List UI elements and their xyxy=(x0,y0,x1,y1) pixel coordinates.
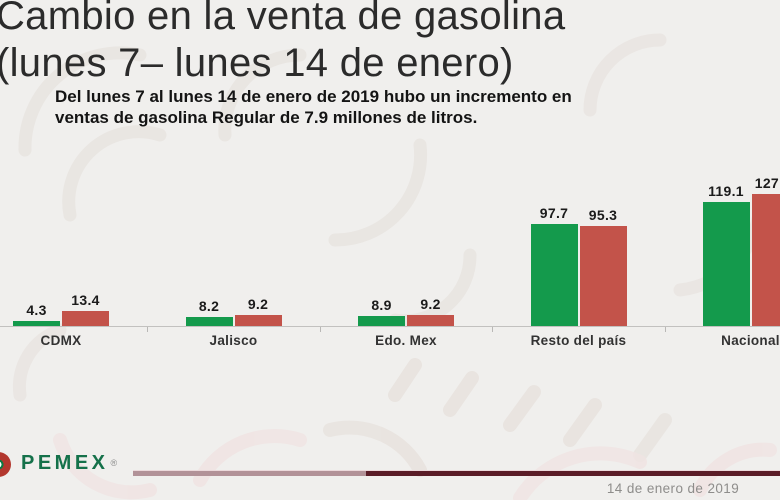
value-label-lunes-7-nacional: 119.1 xyxy=(708,183,744,199)
axis-tick xyxy=(320,327,321,332)
bar-lunes-7-cdmx xyxy=(13,321,60,326)
pemex-emblem-icon xyxy=(0,452,11,477)
value-label-lunes-7-cdmx: 4.3 xyxy=(26,302,47,318)
value-label-lunes-7-jalisco: 8.2 xyxy=(198,298,220,314)
value-label-lunes-14-resto-del-pa-s: 95.3 xyxy=(588,207,618,223)
value-label-lunes-14-edo-mex: 9.2 xyxy=(420,296,441,312)
category-label-nacional: Nacional xyxy=(721,333,780,348)
subtitle-line-1: Del lunes 7 al lunes 14 de enero de 2019… xyxy=(55,87,572,106)
registered-mark: ® xyxy=(110,458,118,468)
category-label-jalisco: Jalisco xyxy=(209,333,258,348)
value-label-lunes-14-nacional: 127 xyxy=(754,175,779,191)
category-label-cdmx: CDMX xyxy=(40,333,82,348)
pemex-logo: PEMEX ® xyxy=(21,452,117,475)
category-label-resto-del-pa-s: Resto del país xyxy=(530,333,627,348)
value-label-lunes-7-resto-del-pa-s: 97.7 xyxy=(539,205,569,221)
axis-tick xyxy=(492,327,493,332)
bar-lunes-14-edo-mex xyxy=(407,315,454,326)
bar-lunes-7-jalisco xyxy=(185,317,233,326)
subtitle-line-2: ventas de gasolina Regular de 7.9 millon… xyxy=(55,108,478,127)
value-label-lunes-14-jalisco: 9.2 xyxy=(247,296,269,312)
bar-lunes-14-jalisco xyxy=(234,315,282,326)
axis-tick xyxy=(665,327,666,332)
bar-lunes-7-edo-mex xyxy=(358,316,405,326)
bar-lunes-14-cdmx xyxy=(62,311,109,326)
x-axis-line xyxy=(0,326,780,327)
bar-lunes-14-resto-del-pa-s xyxy=(579,226,627,326)
bar-lunes-7-resto-del-pa-s xyxy=(530,224,578,326)
category-label-edo-mex: Edo. Mex xyxy=(375,333,437,348)
axis-tick xyxy=(147,327,148,332)
value-label-lunes-7-edo-mex: 8.9 xyxy=(371,297,392,313)
bar-lunes-14-nacional xyxy=(751,194,780,326)
slide-title: Cambio en la venta de gasolina (lunes 7–… xyxy=(0,0,565,87)
footer-date: 14 de enero de 2019 xyxy=(606,481,740,496)
value-label-lunes-14-cdmx: 13.4 xyxy=(71,292,100,308)
title-line-2: (lunes 7– lunes 14 de enero) xyxy=(0,41,514,85)
title-line-1: Cambio en la venta de gasolina xyxy=(0,0,566,38)
bar-lunes-7-nacional xyxy=(702,202,750,326)
footer-rule xyxy=(133,470,780,476)
slide-subtitle: Del lunes 7 al lunes 14 de enero de 2019… xyxy=(55,86,780,128)
pemex-logo-text: PEMEX xyxy=(21,452,109,474)
